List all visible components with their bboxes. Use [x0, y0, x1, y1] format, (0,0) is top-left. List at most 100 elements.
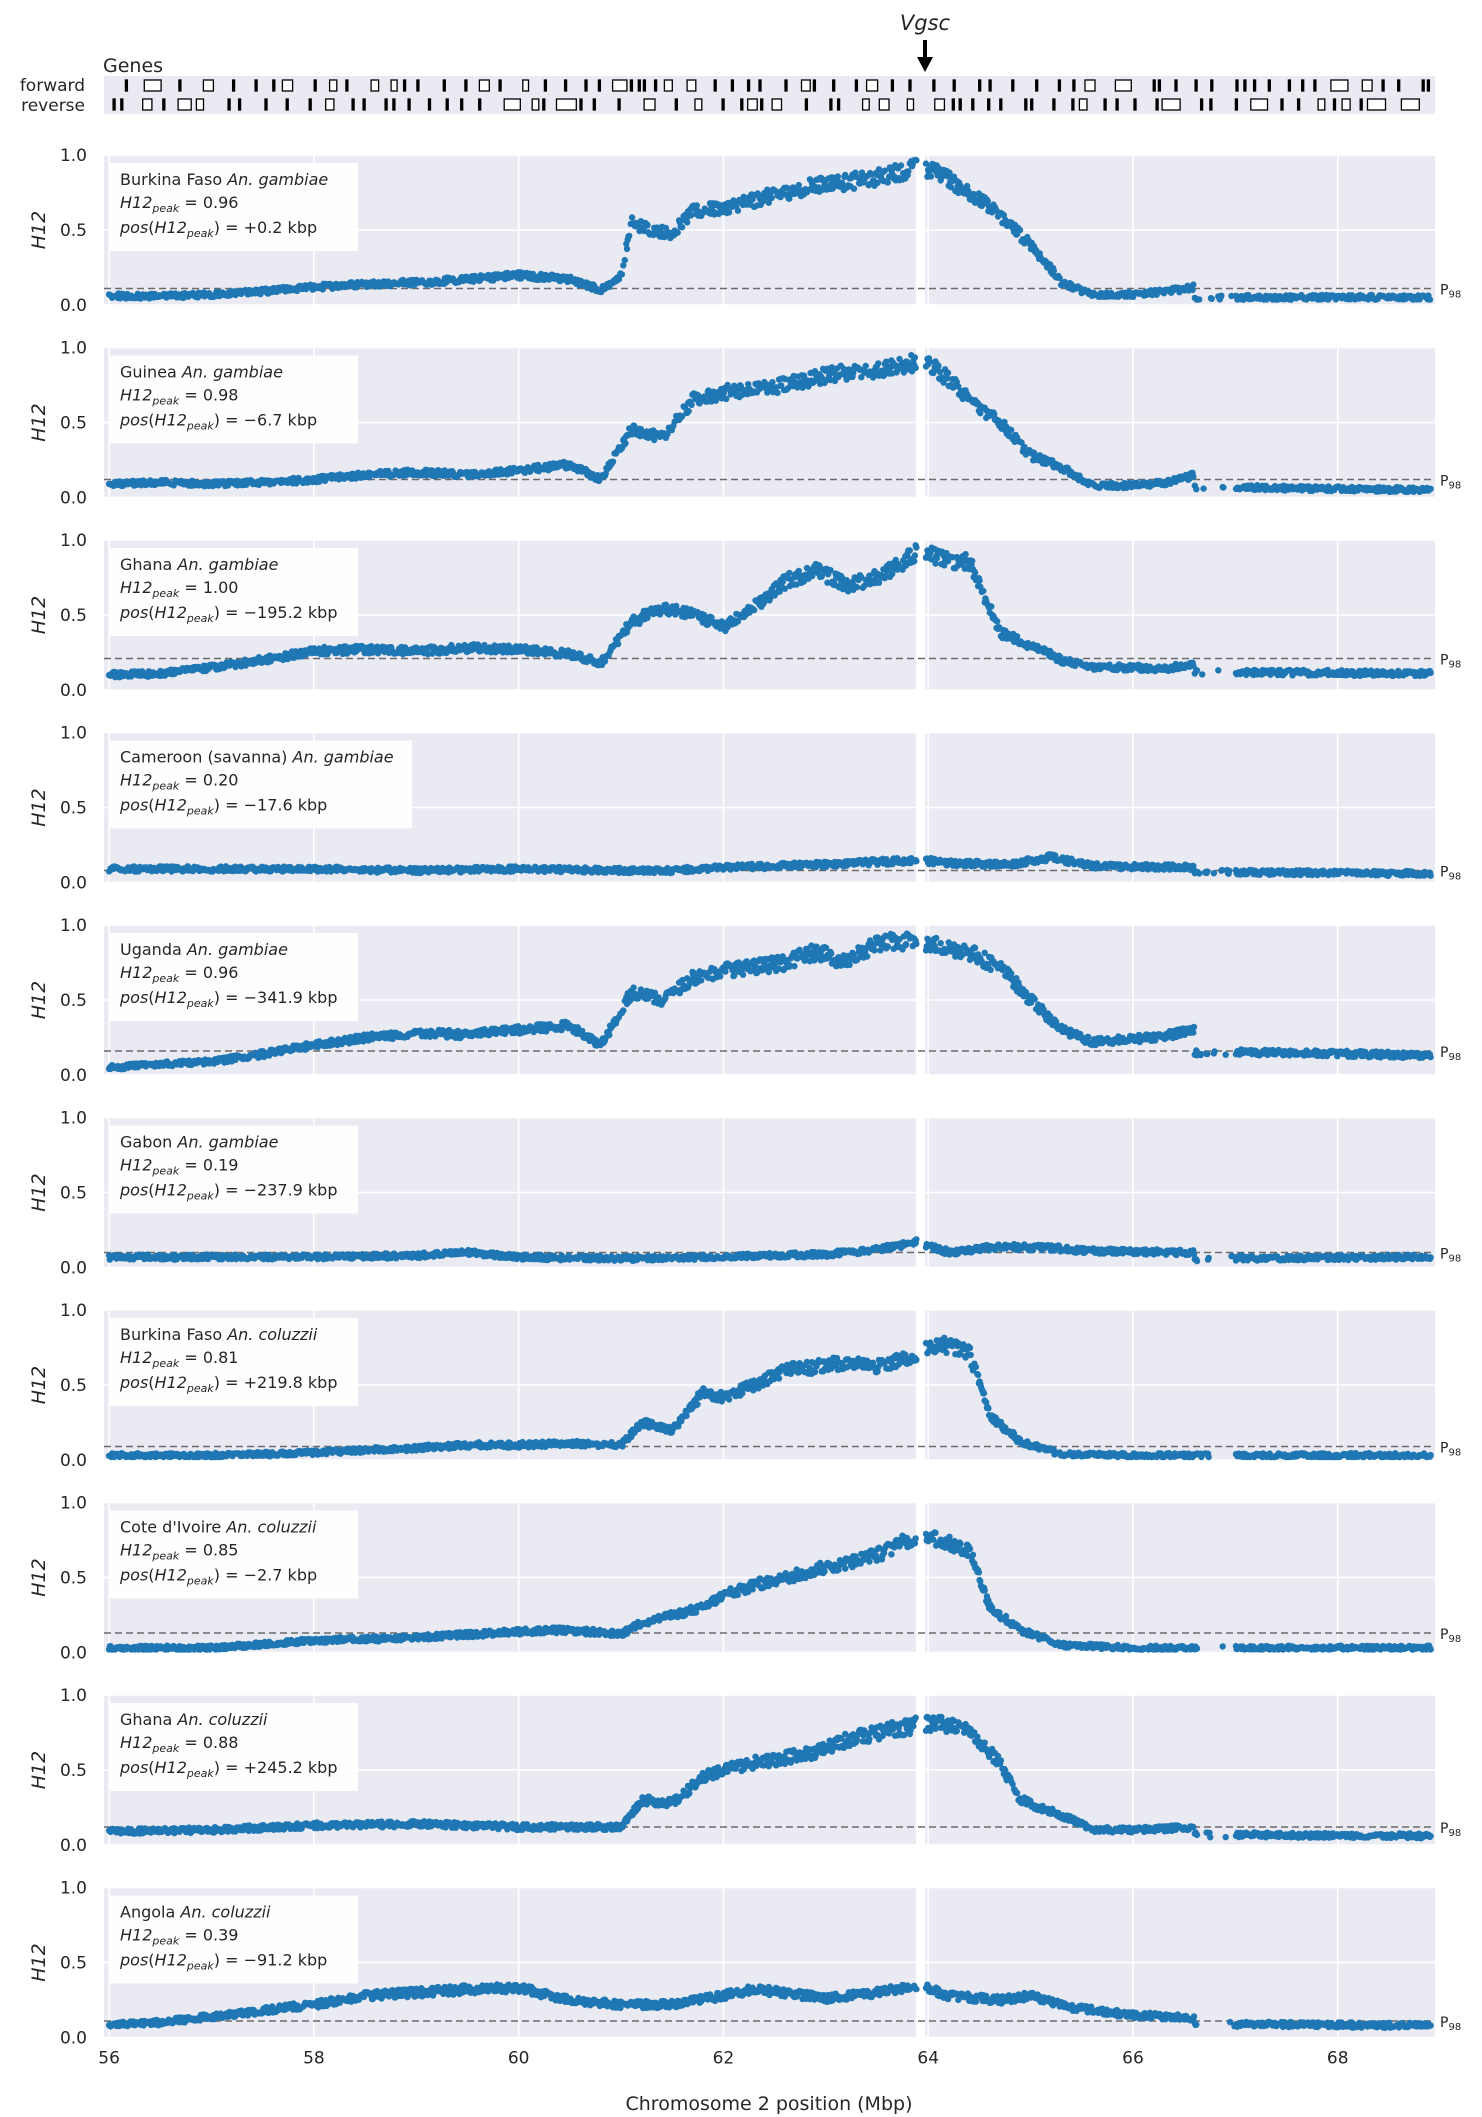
data-point — [769, 379, 776, 386]
gene-box-reverse — [951, 98, 955, 111]
gene-box-forward — [865, 79, 879, 92]
gene-box-forward — [1267, 79, 1271, 92]
data-point — [725, 209, 733, 216]
gene-box-forward — [890, 79, 895, 92]
gene-box-reverse — [1199, 98, 1204, 111]
gene-box-reverse — [478, 98, 482, 111]
gene-box-reverse — [861, 98, 870, 111]
gene-box-forward — [254, 79, 258, 92]
gene-box-forward — [563, 79, 568, 92]
species-name: An. gambiae — [181, 363, 283, 382]
data-point — [853, 584, 861, 591]
data-point — [897, 162, 905, 169]
data-point — [765, 199, 772, 206]
y-tick-label: 0.0 — [60, 296, 87, 316]
population-name: Guinea — [120, 363, 182, 382]
gene-box-forward — [637, 79, 641, 92]
data-point — [1218, 292, 1225, 299]
peak-position-label: pos(H12peak) = +0.2 kbp — [119, 218, 317, 240]
gene-box-forward — [978, 79, 982, 92]
gene-box-reverse — [1359, 98, 1363, 111]
population-label: Burkina Faso An. gambiae — [120, 170, 328, 189]
population-label: Ghana An. gambiae — [120, 555, 279, 574]
p98-label: P98 — [1440, 865, 1461, 883]
gene-box-forward — [832, 79, 836, 92]
data-point — [774, 389, 781, 396]
gene-box-reverse — [1250, 98, 1269, 111]
peak-position-label: pos(H12peak) = −6.7 kbp — [119, 411, 317, 433]
gene-box-forward — [952, 79, 956, 92]
y-tick-label: 1.0 — [60, 724, 87, 744]
p98-label: P98 — [1440, 653, 1461, 671]
gene-box-reverse — [1133, 98, 1137, 111]
data-point — [1193, 486, 1200, 493]
genes-title: Genes — [103, 55, 163, 77]
gene-box-forward — [543, 79, 548, 92]
data-point — [935, 362, 942, 370]
y-tick-label: 1.0 — [60, 339, 87, 359]
data-point — [688, 401, 695, 408]
gene-box-reverse — [503, 98, 521, 111]
gene-box-reverse — [142, 98, 153, 111]
h12-peak-label: H12peak = 0.96 — [120, 193, 238, 215]
gene-box-reverse — [804, 98, 809, 111]
data-point — [911, 558, 918, 565]
data-point — [976, 577, 983, 584]
data-point — [1056, 274, 1063, 282]
gene-box-reverse — [958, 98, 962, 111]
data-point — [614, 640, 622, 648]
gene-box-reverse — [112, 98, 116, 111]
data-point — [1215, 667, 1222, 674]
gene-box-reverse — [1280, 98, 1284, 111]
data-point — [906, 547, 913, 554]
data-point — [944, 369, 952, 376]
annotation-box: Burkina Faso An. gambiae H12peak = 0.96 po… — [110, 163, 358, 251]
gene-box-reverse — [579, 98, 583, 111]
vgsc-label: Vgsc — [900, 11, 951, 35]
data-point — [875, 579, 883, 586]
gene-box-reverse — [740, 98, 744, 111]
gene-box-reverse — [264, 98, 268, 111]
data-point — [1220, 484, 1227, 491]
gene-box-reverse — [617, 98, 621, 111]
gene-box-forward — [202, 79, 215, 92]
gene-box-reverse — [227, 98, 231, 111]
gene-box-reverse — [747, 98, 758, 111]
data-point — [980, 587, 987, 595]
gene-box-reverse — [1366, 98, 1387, 111]
gene-box-forward — [1011, 79, 1015, 92]
gene-box-reverse — [1341, 98, 1351, 111]
gene-box-reverse — [934, 98, 946, 111]
data-point — [684, 219, 691, 226]
data-point — [962, 551, 969, 558]
data-point — [1426, 296, 1434, 303]
data-point — [644, 222, 651, 229]
population-name: Burkina Faso — [120, 170, 227, 189]
data-point — [988, 603, 995, 610]
data-point — [693, 202, 700, 209]
gene-box-reverse — [120, 98, 124, 111]
gene-box-forward — [478, 79, 490, 92]
data-point — [862, 362, 869, 370]
gene-box-reverse — [592, 98, 596, 111]
species-name: An. gambiae — [176, 555, 278, 574]
gene-box-forward — [663, 79, 673, 92]
gene-box-forward — [784, 79, 788, 92]
data-point — [626, 232, 633, 240]
p98-label: P98 — [1440, 474, 1461, 492]
y-tick-label: 0.5 — [60, 221, 87, 241]
gene-box-forward — [1035, 79, 1039, 92]
data-point — [620, 262, 627, 269]
data-point — [623, 245, 631, 253]
gene-box-forward — [1397, 79, 1401, 92]
gene-boxes — [112, 79, 1431, 111]
gene-box-reverse — [285, 98, 289, 111]
data-point — [1190, 281, 1197, 288]
gene-box-forward — [124, 79, 129, 92]
gene-box-forward — [1361, 79, 1373, 92]
gene-box-reverse — [362, 98, 366, 111]
gene-box-reverse — [1103, 98, 1107, 111]
